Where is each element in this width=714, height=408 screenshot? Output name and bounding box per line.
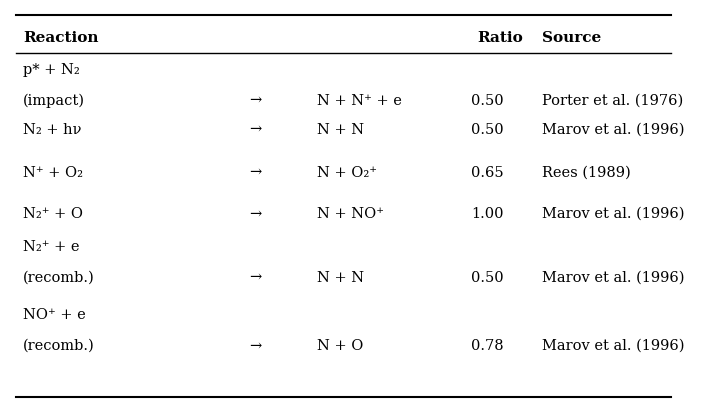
Text: (recomb.): (recomb.) [24,339,95,353]
Text: 0.78: 0.78 [471,339,503,353]
Text: N + N: N + N [316,122,363,137]
Text: N₂ + hν: N₂ + hν [24,122,81,137]
Text: →: → [249,271,261,285]
Text: →: → [249,207,261,221]
Text: Porter et al. (1976): Porter et al. (1976) [542,93,683,108]
Text: 0.50: 0.50 [471,122,503,137]
Text: Source: Source [542,31,601,45]
Text: 0.50: 0.50 [471,93,503,108]
Text: 0.50: 0.50 [471,271,503,285]
Text: N + N⁺ + e: N + N⁺ + e [316,93,401,108]
Text: 1.00: 1.00 [471,207,503,221]
Text: p* + N₂: p* + N₂ [24,63,80,77]
Text: N⁺ + O₂: N⁺ + O₂ [24,166,84,180]
Text: N + N: N + N [316,271,363,285]
Text: →: → [249,93,261,108]
Text: →: → [249,166,261,180]
Text: N + O: N + O [316,339,363,353]
Text: →: → [249,122,261,137]
Text: N + O₂⁺: N + O₂⁺ [316,166,376,180]
Text: N₂⁺ + O: N₂⁺ + O [24,207,84,221]
Text: (recomb.): (recomb.) [24,271,95,285]
Text: Marov et al. (1996): Marov et al. (1996) [542,339,684,353]
Text: Ratio: Ratio [477,31,523,45]
Text: N + NO⁺: N + NO⁺ [316,207,383,221]
Text: →: → [249,339,261,353]
Text: Marov et al. (1996): Marov et al. (1996) [542,122,684,137]
Text: Rees (1989): Rees (1989) [542,166,630,180]
Text: Marov et al. (1996): Marov et al. (1996) [542,271,684,285]
Text: (impact): (impact) [24,93,85,108]
Text: N₂⁺ + e: N₂⁺ + e [24,240,80,254]
Text: Reaction: Reaction [24,31,99,45]
Text: NO⁺ + e: NO⁺ + e [24,308,86,322]
Text: 0.65: 0.65 [471,166,503,180]
Text: Marov et al. (1996): Marov et al. (1996) [542,207,684,221]
